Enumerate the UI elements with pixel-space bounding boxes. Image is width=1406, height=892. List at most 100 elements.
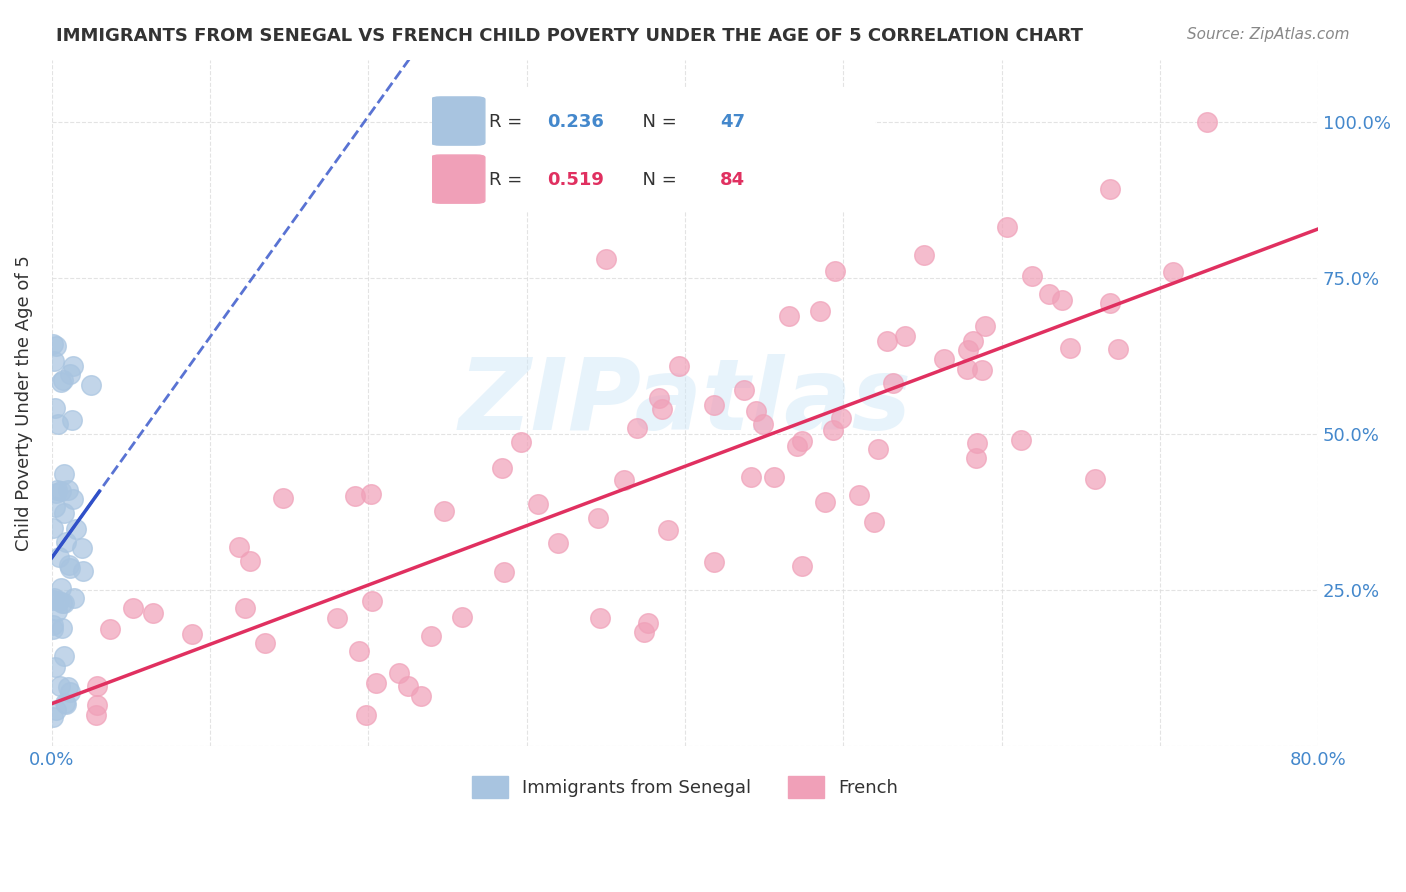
Point: [862, 515, 884, 529]
Point: [733, 383, 755, 397]
Point: [547, 536, 569, 550]
Point: [492, 565, 515, 579]
Point: [62, 413, 84, 427]
Point: [366, 676, 388, 690]
Point: [72, 564, 94, 578]
Point: [668, 359, 690, 373]
Point: [1161, 265, 1184, 279]
Point: [411, 689, 433, 703]
Point: [848, 488, 870, 502]
Point: [53, 596, 76, 610]
Text: IMMIGRANTS FROM SENEGAL VS FRENCH CHILD POVERTY UNDER THE AGE OF 5 CORRELATION C: IMMIGRANTS FROM SENEGAL VS FRENCH CHILD …: [56, 27, 1083, 45]
Point: [808, 304, 831, 318]
Point: [44, 500, 66, 514]
Point: [740, 469, 762, 483]
Point: [42, 591, 65, 606]
Point: [1098, 296, 1121, 310]
Point: [824, 263, 846, 277]
Point: [42, 709, 65, 723]
Point: [651, 402, 673, 417]
Point: [1010, 434, 1032, 448]
Point: [49, 581, 72, 595]
Point: [79, 378, 101, 392]
Point: [180, 627, 202, 641]
Point: [142, 606, 165, 620]
Point: [586, 510, 609, 524]
Point: [633, 625, 655, 640]
Point: [361, 594, 384, 608]
Point: [46, 604, 69, 618]
Point: [965, 450, 987, 465]
Point: [1107, 342, 1129, 356]
Point: [912, 248, 935, 262]
Point: [1099, 182, 1122, 196]
Point: [433, 504, 456, 518]
Point: [970, 363, 993, 377]
Text: ZIPatlas: ZIPatlas: [458, 354, 911, 451]
Point: [637, 615, 659, 630]
Point: [786, 438, 808, 452]
Point: [233, 601, 256, 615]
Point: [995, 219, 1018, 234]
Point: [1084, 472, 1107, 486]
Point: [63, 591, 86, 605]
Point: [823, 423, 845, 437]
Point: [44, 660, 66, 674]
Point: [866, 442, 889, 456]
Point: [347, 644, 370, 658]
Point: [45, 702, 67, 716]
Point: [58, 558, 80, 573]
Point: [62, 491, 84, 506]
Point: [527, 497, 550, 511]
Point: [271, 491, 294, 505]
Point: [703, 555, 725, 569]
Point: [86, 698, 108, 712]
Point: [613, 473, 636, 487]
Point: [55, 697, 77, 711]
Point: [58, 685, 80, 699]
Point: [396, 679, 419, 693]
Point: [491, 461, 513, 475]
Point: [42, 618, 65, 632]
Point: [52, 373, 75, 387]
Point: [326, 611, 349, 625]
Point: [778, 310, 800, 324]
Text: Source: ZipAtlas.com: Source: ZipAtlas.com: [1187, 27, 1350, 42]
Point: [657, 524, 679, 538]
Point: [790, 434, 813, 448]
Point: [966, 435, 988, 450]
Point: [42, 521, 65, 535]
Point: [1197, 115, 1219, 129]
Point: [86, 679, 108, 693]
Point: [59, 561, 82, 575]
Point: [84, 707, 107, 722]
Point: [974, 319, 997, 334]
Point: [744, 403, 766, 417]
Point: [49, 679, 72, 693]
Point: [1021, 268, 1043, 283]
Point: [254, 636, 277, 650]
Point: [49, 483, 72, 498]
Point: [876, 334, 898, 348]
Point: [45, 483, 67, 497]
Point: [53, 648, 76, 663]
Point: [48, 549, 70, 564]
Point: [510, 434, 533, 449]
Point: [882, 376, 904, 390]
Point: [962, 334, 984, 349]
Point: [589, 611, 612, 625]
Point: [44, 401, 66, 415]
Point: [595, 252, 617, 267]
Point: [42, 337, 65, 351]
Point: [42, 353, 65, 368]
Point: [388, 666, 411, 681]
Point: [45, 339, 67, 353]
Point: [762, 470, 785, 484]
Point: [65, 522, 87, 536]
Point: [46, 417, 69, 432]
Point: [932, 352, 955, 367]
Point: [1038, 286, 1060, 301]
Point: [751, 417, 773, 431]
Point: [52, 467, 75, 481]
Point: [360, 487, 382, 501]
